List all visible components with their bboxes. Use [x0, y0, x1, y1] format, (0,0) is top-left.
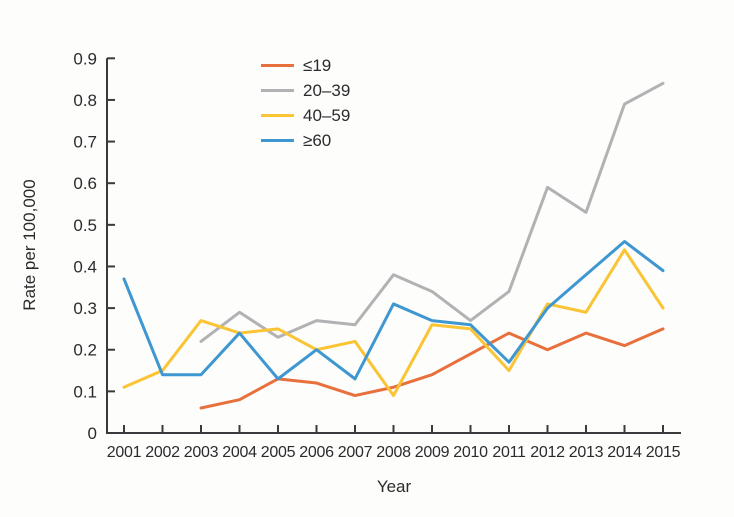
- legend-label: ≥60: [303, 131, 332, 150]
- x-tick-label: 2013: [569, 444, 604, 461]
- x-tick-label: 2007: [338, 444, 373, 461]
- y-tick-label: 0.4: [73, 257, 97, 276]
- series-line-age-40-59: [122, 248, 665, 398]
- legend-label: ≤19: [303, 56, 332, 75]
- x-tick-label: 2009: [415, 444, 450, 461]
- legend-item-age-40-59: 40–59: [261, 103, 350, 128]
- y-tick-label: 0.5: [73, 216, 97, 235]
- series-line-age-20-39: [199, 81, 665, 343]
- y-tick-label: 0.1: [73, 382, 97, 401]
- x-tick-label: 2002: [145, 444, 180, 461]
- x-tick-label: 2014: [607, 444, 642, 461]
- y-tick-label: 0.6: [73, 174, 97, 193]
- x-tick-label: 2008: [376, 444, 411, 461]
- y-tick-label: 0.7: [73, 133, 97, 152]
- legend-item-age-ge-60: ≥60: [261, 128, 350, 153]
- y-tick-label: 0.9: [73, 49, 97, 68]
- y-tick-label: 0.8: [73, 91, 97, 110]
- legend-line-swatch: [261, 114, 294, 117]
- legend-line-swatch: [261, 139, 294, 142]
- x-tick-label: 2005: [261, 444, 296, 461]
- legend-line-swatch: [261, 89, 294, 92]
- y-axis-title: Rate per 100,000: [20, 179, 39, 311]
- x-tick-label: 2011: [492, 444, 526, 461]
- legend-item-age-20-39: 20–39: [261, 78, 350, 103]
- y-tick-label: 0: [88, 424, 97, 443]
- legend-label: 40–59: [303, 106, 351, 125]
- x-tick-label: 2015: [646, 444, 681, 461]
- x-tick-label: 2003: [184, 444, 219, 461]
- x-tick-label: 2001: [107, 444, 142, 461]
- x-tick-label: 2006: [299, 444, 334, 461]
- axes: [106, 58, 681, 434]
- x-tick-label: 2010: [453, 444, 488, 461]
- legend-line-swatch: [261, 64, 294, 67]
- legend-label: 20–39: [303, 81, 351, 100]
- legend: ≤19 20–39 40–59 ≥60: [261, 53, 350, 153]
- legend-item-age-le-19: ≤19: [261, 53, 350, 78]
- x-tick-label: 2004: [222, 444, 257, 461]
- series-line-age-ge-60: [122, 239, 665, 381]
- y-tick-label: 0.2: [73, 341, 97, 360]
- x-axis-title: Year: [376, 477, 412, 496]
- x-tick-label: 2012: [530, 444, 565, 461]
- y-tick-label: 0.3: [73, 299, 97, 318]
